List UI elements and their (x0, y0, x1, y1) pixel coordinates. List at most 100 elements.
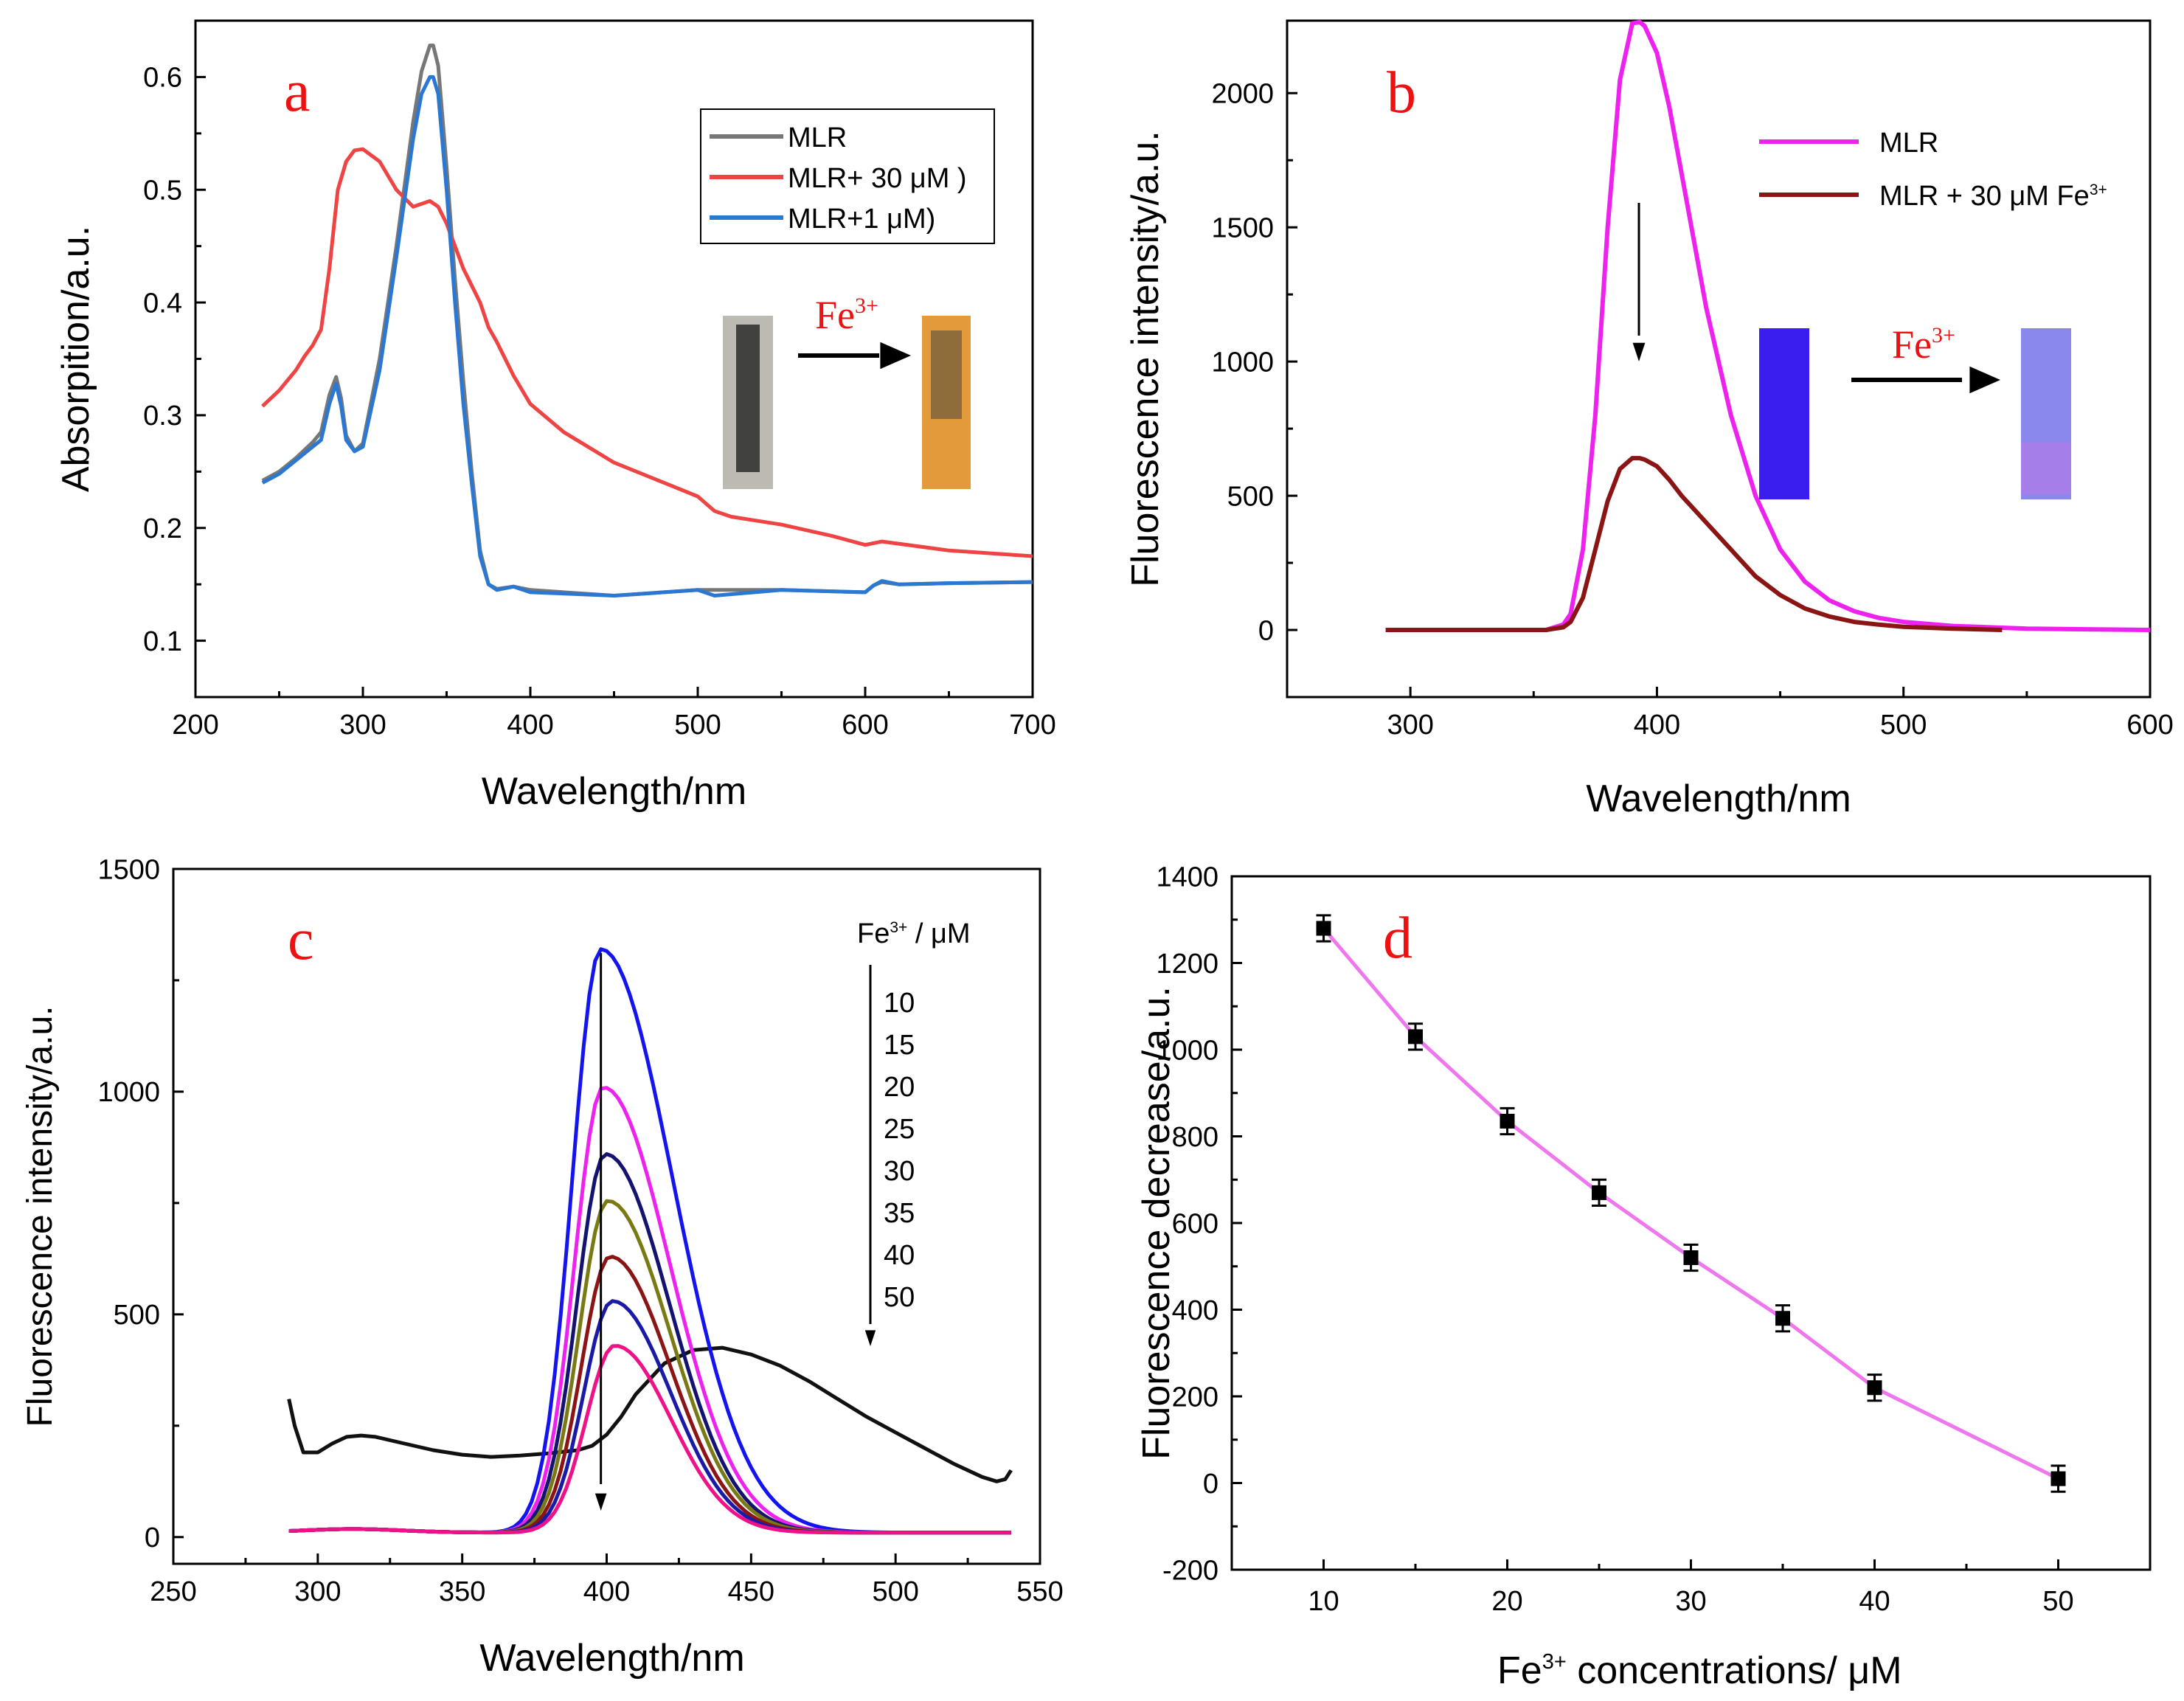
x-tick-label: 300 (1387, 710, 1433, 741)
y-tick-label: 600 (1172, 1208, 1218, 1239)
y-axis-title: Fluorescence decrease/a.u. (1135, 986, 1178, 1460)
legend-title: Fe3+ / μM (857, 918, 971, 949)
x-tick-label: 600 (842, 710, 888, 741)
inset-arrow-label: Fe3+ (815, 293, 878, 337)
y-tick-label: -200 (1162, 1555, 1218, 1586)
y-tick-label: 2000 (1211, 79, 1274, 110)
x-tick-label: 250 (150, 1576, 196, 1607)
y-tick-label: 0 (145, 1522, 160, 1553)
x-tick-label: 450 (728, 1576, 774, 1607)
panel-label: b (1387, 60, 1416, 125)
y-axis-title: Absorpition/a.u. (55, 226, 97, 492)
y-tick-label: 1000 (97, 1077, 160, 1108)
reference-curve (287, 1345, 1013, 1483)
legend-value: 15 (884, 1030, 915, 1061)
y-tick-label: 1400 (1156, 862, 1218, 893)
x-axis-title: Wavelength/nm (482, 770, 746, 813)
y-tick-label: 0.6 (143, 63, 182, 94)
x-tick-label: 400 (1634, 710, 1680, 741)
vial-after-liquid (2021, 443, 2071, 494)
panel-a: 200 300 400 500 600 700 0.1 0.2 0.3 0.4 0.5 0.6 Wave… (55, 19, 1056, 813)
inset: Fe3+ (1759, 322, 2071, 499)
data-point (1867, 1380, 1882, 1396)
y-tick-label: 1000 (1211, 347, 1274, 378)
y-tick-label: 400 (1172, 1295, 1218, 1326)
inset: Fe3+ (723, 293, 971, 489)
y-axis-title: Fluorescence intensity/a.u. (1124, 131, 1167, 587)
y-tick-label: 1000 (1156, 1035, 1218, 1066)
legend-value: 35 (884, 1198, 915, 1229)
legend-label: MLR (1879, 128, 1938, 159)
panel-b: 300 400 500 600 0 500 1000 1500 2000 Wavelength/n… (1124, 19, 2174, 820)
x-tick-label: 10 (1308, 1586, 1339, 1617)
legend-value: 20 (884, 1072, 915, 1103)
y-tick-label: 0.2 (143, 513, 182, 544)
legend-value: 40 (884, 1240, 915, 1271)
data-point (1316, 921, 1331, 936)
x-tick-label: 500 (872, 1576, 918, 1607)
x-axis-title: Wavelength/nm (479, 1637, 744, 1680)
y-axis-title: Fluorescence intensity/a.u. (21, 1006, 60, 1427)
x-tick-label: 400 (583, 1576, 630, 1607)
x-tick-label: 700 (1009, 710, 1055, 741)
series-line (288, 1344, 1011, 1535)
series-line (1385, 456, 2003, 632)
series-line (261, 75, 1033, 597)
y-tick-label: 500 (1227, 481, 1274, 512)
panel-label: a (284, 59, 311, 124)
fit-line (1322, 926, 2059, 1480)
legend-label: MLR+1 μM) (788, 204, 935, 235)
y-tick-label: 800 (1172, 1122, 1218, 1153)
x-axis-title: Wavelength/nm (1586, 777, 1851, 820)
series-line (288, 1299, 1011, 1535)
y-tick-label: 1200 (1156, 949, 1218, 980)
legend-value: 30 (884, 1156, 915, 1187)
y-tick-label: 0.4 (143, 288, 182, 319)
inset-arrow-label: Fe3+ (1892, 322, 1955, 367)
vial-before (1759, 328, 1809, 499)
inset-arrow-head (1969, 366, 2000, 394)
legend-label: MLR (788, 122, 847, 153)
y-tick-label: 0.3 (143, 401, 182, 432)
panel-d: 10 20 30 40 50 -200 0 200 400 600 800 1000 1200 1400 F… (1135, 862, 2152, 1692)
vial-after-liquid (931, 330, 962, 419)
y-tick-label: 500 (114, 1300, 160, 1331)
x-tick-label: 600 (2126, 710, 2173, 741)
legend: MLR MLR+ 30 μM ) MLR+1 μM) (700, 108, 995, 244)
y-tick-label: 0 (1258, 615, 1274, 646)
x-tick-label: 300 (339, 710, 386, 741)
x-tick-label: 400 (507, 710, 553, 741)
x-tick-label: 300 (294, 1576, 341, 1607)
data-point (1683, 1250, 1699, 1265)
data-point (2050, 1471, 2066, 1486)
data-point (1500, 1113, 1515, 1129)
data-point (1775, 1311, 1790, 1326)
x-tick-label: 550 (1016, 1576, 1063, 1607)
vial-before-liquid (736, 325, 760, 472)
x-tick-label: 350 (439, 1576, 485, 1607)
x-tick-label: 500 (1880, 710, 1927, 741)
data-point (1408, 1029, 1423, 1044)
y-tick-label: 1500 (97, 854, 160, 885)
x-tick-label: 20 (1491, 1586, 1522, 1617)
series-line (261, 147, 1033, 558)
legend-arrow-head (864, 1330, 876, 1346)
legend-value: 50 (884, 1282, 915, 1313)
decrease-arrow-head (1632, 342, 1646, 361)
x-tick-label: 200 (172, 710, 218, 741)
y-tick-label: 200 (1172, 1382, 1218, 1413)
y-tick-label: 0 (1203, 1469, 1218, 1500)
data-point (1592, 1185, 1606, 1200)
y-tick-label: 0.5 (143, 176, 182, 207)
inset-arrow-head (880, 342, 911, 370)
x-tick-label: 500 (674, 710, 721, 741)
legend: MLR MLR + 30 μM Fe3+ (1759, 128, 2107, 212)
panel-c: 250 300 350 400 450 500 550 0 500 1000 1500 Wavelen… (21, 854, 1064, 1680)
x-axis-title: Fe3+ concentrations/ μM (1497, 1649, 1902, 1692)
legend-label: MLR + 30 μM Fe3+ (1879, 181, 2107, 212)
x-tick-label: 50 (2042, 1586, 2073, 1617)
plot-frame (1286, 19, 2152, 699)
x-tick-label: 40 (1859, 1586, 1890, 1617)
legend-value: 25 (884, 1114, 915, 1145)
